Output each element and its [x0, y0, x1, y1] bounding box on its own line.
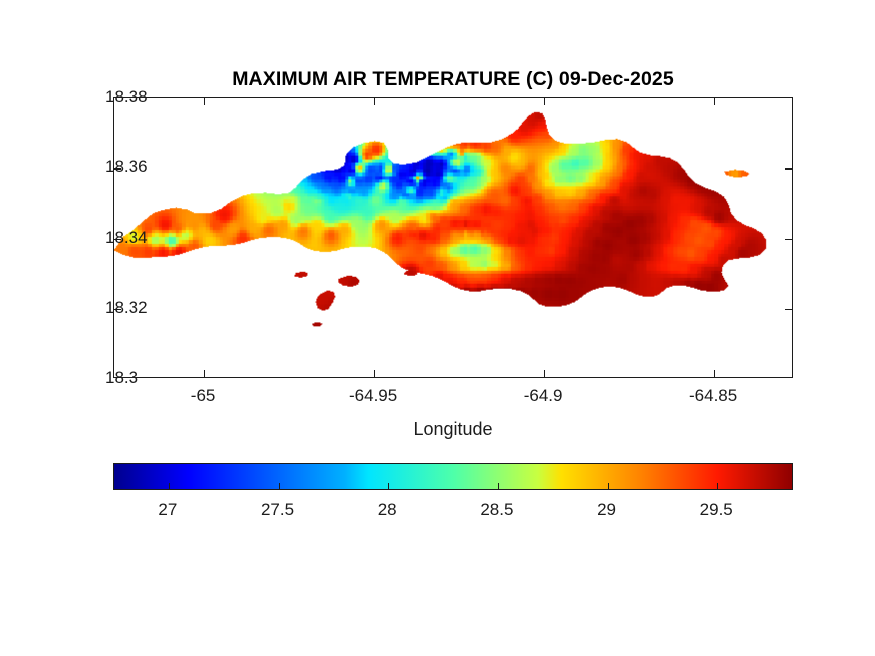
x-tick	[204, 98, 206, 105]
colorbar-tick-label: 27	[158, 500, 178, 519]
temperature-heatmap	[114, 98, 792, 377]
x-tick	[714, 98, 716, 105]
y-tick	[785, 308, 792, 311]
colorbar	[113, 463, 793, 490]
colorbar-tick	[607, 483, 609, 489]
colorbar-tick-label: 29.5	[699, 500, 733, 519]
colorbar-tick-label: 28.5	[480, 500, 514, 519]
map-axes	[113, 97, 793, 378]
x-tick	[374, 98, 376, 105]
x-tick	[544, 370, 546, 377]
colorbar-tick	[168, 483, 171, 489]
x-tick	[204, 370, 206, 377]
x-tick	[714, 370, 716, 377]
y-tick	[785, 238, 792, 240]
x-tick	[374, 370, 376, 377]
x-tick-label: -64.85	[688, 386, 738, 405]
colorbar-gradient	[114, 464, 792, 489]
page-title: MAXIMUM AIR TEMPERATURE (C) 09-Dec-2025	[232, 68, 674, 90]
x-tick-label: -65	[190, 386, 216, 405]
y-tick	[114, 168, 121, 170]
colorbar-tick	[717, 483, 719, 489]
colorbar-tick	[278, 483, 280, 489]
colorbar-tick-label: 27.5	[260, 500, 295, 519]
x-tick	[544, 98, 546, 105]
y-tick	[114, 238, 121, 240]
colorbar-tick-label: 28	[377, 500, 397, 519]
colorbar-tick	[388, 483, 390, 489]
colorbar-tick	[497, 483, 500, 489]
x-tick-label: -64.95	[348, 386, 398, 405]
x-tick-label: -64.9	[523, 386, 563, 405]
y-tick	[785, 168, 792, 170]
y-tick	[114, 308, 121, 311]
x-axis-label: Longitude	[413, 419, 493, 439]
colorbar-tick-label: 29	[597, 500, 617, 519]
